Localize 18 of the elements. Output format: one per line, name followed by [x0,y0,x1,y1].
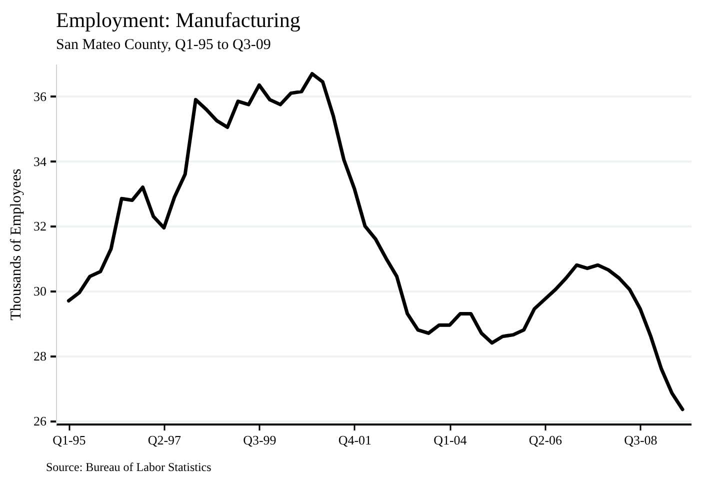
y-tick-label: 30 [34,284,46,299]
y-tick-label: 34 [34,154,47,169]
x-tick-label: Q2-06 [528,432,563,448]
y-tick-label: 32 [34,218,46,234]
y-axis-title: Thousands of Employees [8,168,24,320]
x-tick-label: Q1-95 [52,432,86,448]
y-tick-label: 28 [34,348,46,364]
x-tick-label: Q3-99 [243,432,276,448]
chart-title: Employment: Manufacturing [56,8,301,32]
x-tick-label: Q2-97 [148,432,182,448]
y-tick-label: 26 [34,413,47,428]
line-series [66,72,684,412]
x-tick-label: Q3-08 [624,432,658,448]
x-tick-label: Q1-04 [434,432,468,448]
source-note: Source: Bureau of Labor Statistics [46,460,212,474]
y-tick-label: 36 [34,88,47,104]
x-tick-label: Q4-01 [338,432,372,448]
chart-subtitle: San Mateo County, Q1-95 to Q3-09 [56,37,271,53]
